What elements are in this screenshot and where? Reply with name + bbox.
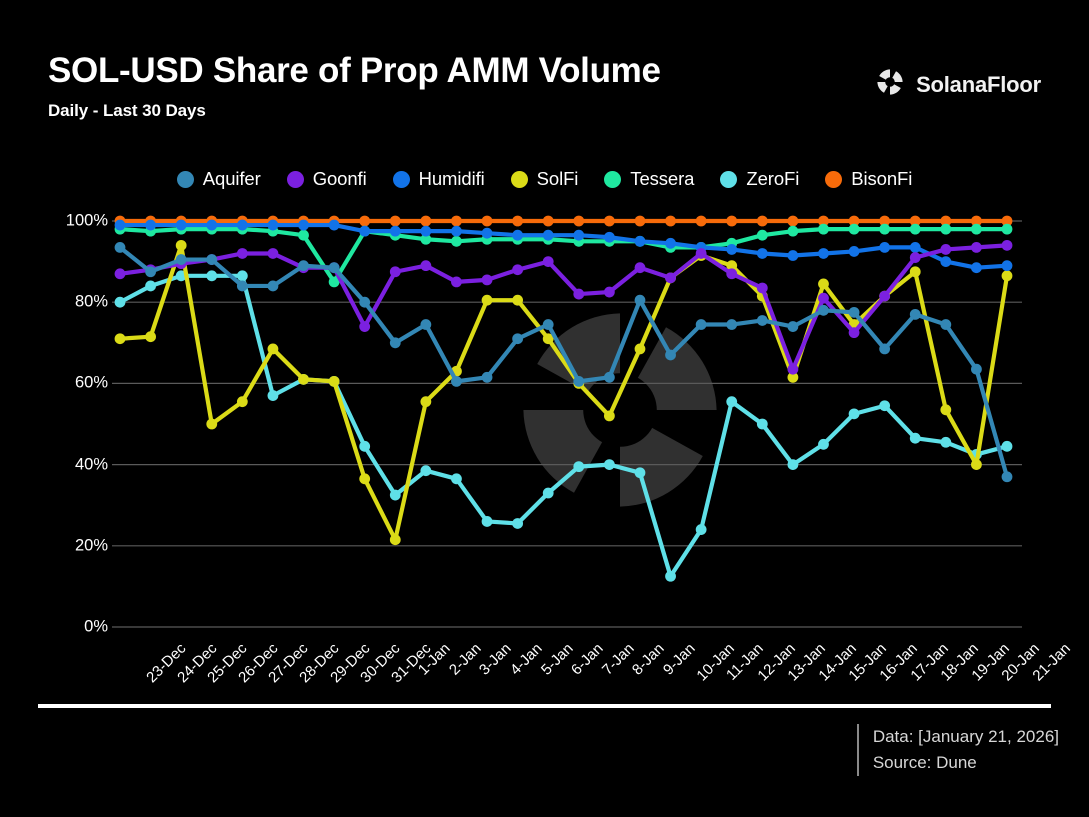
footer-data-line: Data: [January 21, 2026] [872,727,1059,746]
legend-label: BisonFi [851,168,913,189]
page-title: SOL-USD Share of Prop AMM Volume [48,51,661,90]
x-axis-tick-label: 7-Jan [598,640,638,679]
x-axis-tick-label: 4-Jan [507,640,546,679]
footer: Data: [January 21, 2026] Source: Dune [856,724,1059,776]
brand-logo: SolanaFloor [875,67,1041,102]
y-axis-tick-label: 80% [74,292,108,311]
footer-divider [38,704,1051,708]
legend-item-zerofi[interactable]: ZeroFi [720,168,799,190]
legend-item-solfi[interactable]: SolFi [510,168,579,190]
legend-marker-icon [286,170,304,188]
legend-marker-icon [825,170,843,188]
y-axis-tick-label: 20% [74,536,108,555]
y-axis-tick-label: 100% [65,211,108,230]
legend-item-aquifer[interactable]: Aquifer [176,168,261,190]
legend-marker-icon [176,170,194,188]
y-axis-tick-label: 60% [74,373,108,392]
x-axis-tick-label: 3-Jan [476,640,515,679]
legend-label: Humidifi [418,168,485,189]
y-axis-tick-label: 40% [74,455,108,474]
legend-label: Tessera [630,168,695,189]
legend-marker-icon [720,170,738,188]
x-axis-tick-label: 2-Jan [445,640,485,679]
legend-item-bisonfi[interactable]: BisonFi [825,168,912,190]
footer-source-line: Source: Dune [872,753,977,772]
legend-item-tessera[interactable]: Tessera [604,168,694,190]
x-axis-tick-label: 6-Jan [568,640,607,679]
chart-legend: Aquifer Goonfi Humidifi SolFi Tessera ZeroFi B… [48,163,1041,195]
legend-label: Aquifer [202,168,261,189]
x-axis-tick-label: 5-Jan [537,640,577,679]
x-axis-tick-label: 9-Jan [659,640,699,679]
solanafloor-pinwheel-icon [875,67,905,102]
legend-label: Goonfi [312,168,367,189]
page-subtitle: Daily - Last 30 Days [48,101,206,120]
brand-name: SolanaFloor [916,71,1041,97]
legend-marker-icon [392,170,410,188]
y-axis-tick-label: 0% [84,617,108,636]
y-axis-ticks: 0% 20% 40% 60% 80% 100% [40,0,108,817]
header: SOL-USD Share of Prop AMM Volume Daily -… [48,50,1041,145]
x-axis-tick-label: 8-Jan [629,640,668,679]
legend-item-goonfi[interactable]: Goonfi [286,168,367,190]
legend-item-humidifi[interactable]: Humidifi [392,168,485,190]
legend-label: ZeroFi [746,168,800,189]
legend-marker-icon [604,170,622,188]
legend-label: SolFi [536,168,579,189]
legend-marker-icon [510,170,528,188]
